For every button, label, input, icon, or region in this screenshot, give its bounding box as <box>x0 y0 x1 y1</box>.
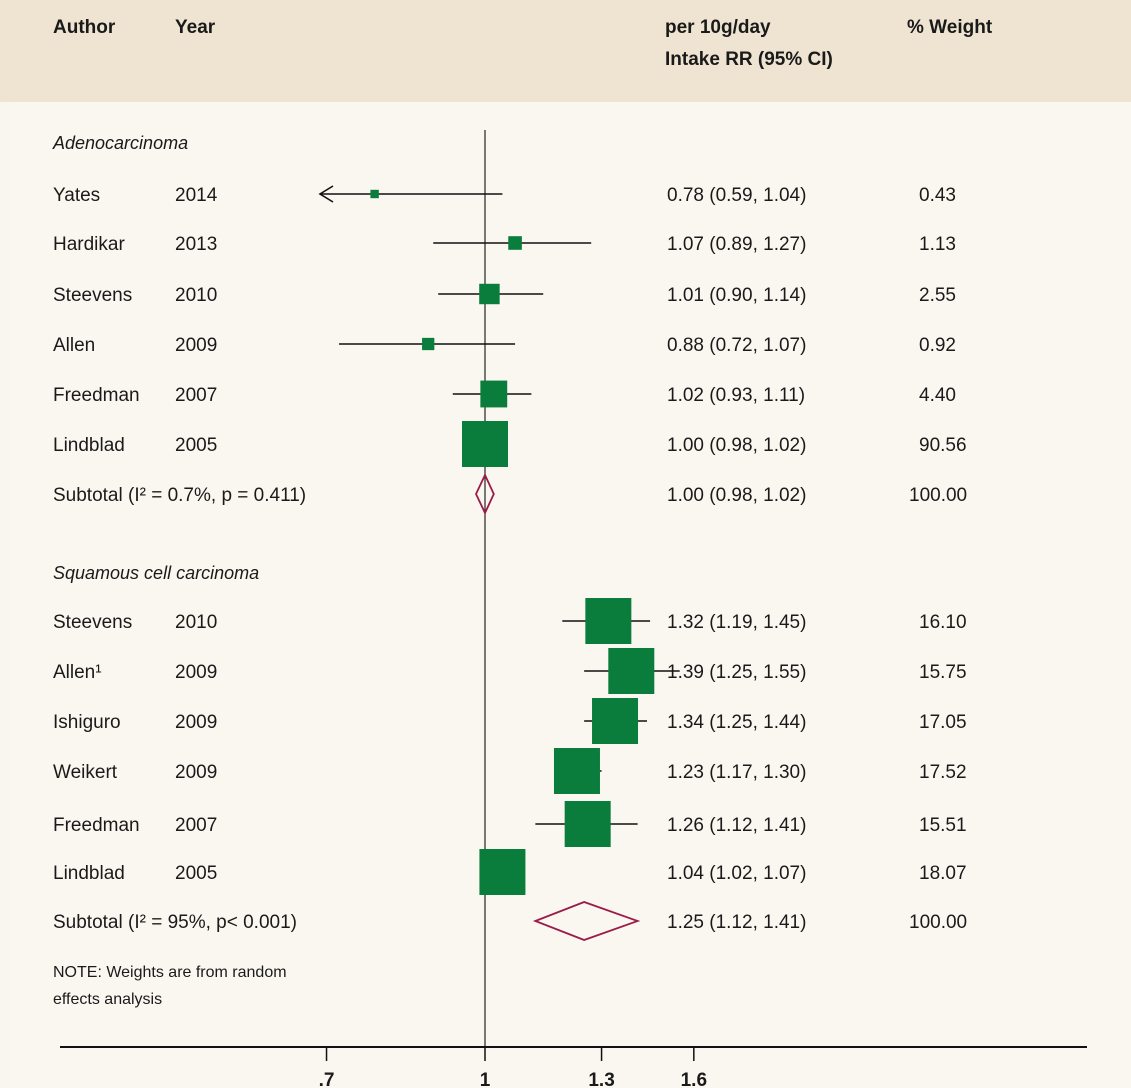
study-weight: 1.13 <box>919 234 956 255</box>
group-label: Adenocarcinoma <box>52 133 188 153</box>
study-year: 2007 <box>175 815 217 836</box>
study-year: 2014 <box>175 185 218 206</box>
study-year: 2005 <box>175 435 217 456</box>
study-ci: 0.88 (0.72, 1.07) <box>667 335 806 356</box>
study-year: 2007 <box>175 385 217 406</box>
study-weight: 4.40 <box>919 385 956 406</box>
study-author: Ishiguro <box>53 712 121 733</box>
x-axis-tick-label: 1.3 <box>588 1070 614 1088</box>
study-author: Allen <box>53 335 95 356</box>
subtotal-weight: 100.00 <box>909 912 967 933</box>
study-year: 2013 <box>175 234 217 255</box>
subtotal-ci: 1.25 (1.12, 1.41) <box>667 912 806 933</box>
study-weight: 15.51 <box>919 815 967 836</box>
ci-clip-arrow <box>318 185 334 203</box>
subtotal-ci: 1.00 (0.98, 1.02) <box>667 485 806 506</box>
study-author: Weikert <box>53 762 118 783</box>
x-axis-tick-label: 1.6 <box>681 1070 707 1088</box>
study-author: Hardikar <box>53 234 125 255</box>
study-weight-box <box>479 283 500 305</box>
study-weight-box <box>608 648 655 694</box>
study-ci: 1.01 (0.90, 1.14) <box>667 285 806 306</box>
study-ci: 0.78 (0.59, 1.04) <box>667 185 806 206</box>
study-ci: 1.39 (1.25, 1.55) <box>667 662 806 683</box>
study-weight-box <box>370 189 379 199</box>
study-weight-box <box>508 236 522 250</box>
study-year: 2009 <box>175 335 217 356</box>
study-weight-box <box>592 698 639 744</box>
study-weight-box <box>564 801 611 847</box>
study-weight-box <box>585 598 632 644</box>
study-author: Allen¹ <box>53 662 102 683</box>
pooled-estimate-diamond <box>532 901 641 941</box>
study-year: 2005 <box>175 863 217 884</box>
study-weight-box <box>553 748 600 794</box>
study-year: 2010 <box>175 612 217 633</box>
study-author: Yates <box>53 185 100 206</box>
year-column-header: Year <box>175 17 216 38</box>
study-ci: 1.34 (1.25, 1.44) <box>667 712 806 733</box>
study-author: Lindblad <box>53 435 125 456</box>
study-weight: 90.56 <box>919 435 967 456</box>
study-ci: 1.26 (1.12, 1.41) <box>667 815 806 836</box>
study-year: 2010 <box>175 285 217 306</box>
subtotal-label: Subtotal (I² = 0.7%, p = 0.411) <box>53 485 306 506</box>
study-author: Steevens <box>53 285 132 306</box>
pooled-estimate-diamond <box>475 472 495 516</box>
study-ci: 1.04 (1.02, 1.07) <box>667 863 806 884</box>
group-label: Squamous cell carcinoma <box>53 563 259 583</box>
study-weight: 15.75 <box>919 662 967 683</box>
study-ci: 1.00 (0.98, 1.02) <box>667 435 806 456</box>
estimate-header-line1: per 10g/day <box>665 17 771 38</box>
study-weight: 18.07 <box>919 863 967 884</box>
study-weight: 0.43 <box>919 185 956 206</box>
study-author: Freedman <box>53 385 140 406</box>
study-weight: 17.05 <box>919 712 967 733</box>
x-axis-tick-label: 1 <box>480 1070 491 1088</box>
study-ci: 1.32 (1.19, 1.45) <box>667 612 806 633</box>
study-year: 2009 <box>175 762 217 783</box>
study-author: Freedman <box>53 815 140 836</box>
subtotal-weight: 100.00 <box>909 485 967 506</box>
study-author: Lindblad <box>53 863 125 884</box>
study-weight: 16.10 <box>919 612 967 633</box>
note-line-2: effects analysis <box>53 991 162 1008</box>
subtotal-label: Subtotal (I² = 95%, p< 0.001) <box>53 912 297 933</box>
study-weight: 2.55 <box>919 285 956 306</box>
study-weight: 0.92 <box>919 335 956 356</box>
study-ci: 1.02 (0.93, 1.11) <box>667 385 805 406</box>
study-weight-box <box>480 380 508 408</box>
study-weight-box <box>462 421 508 467</box>
study-author: Steevens <box>53 612 132 633</box>
study-weight-box <box>422 337 435 351</box>
study-ci: 1.23 (1.17, 1.30) <box>667 762 806 783</box>
weight-column-header: % Weight <box>907 17 993 38</box>
study-year: 2009 <box>175 662 217 683</box>
study-year: 2009 <box>175 712 217 733</box>
study-ci: 1.07 (0.89, 1.27) <box>667 234 806 255</box>
plot-panel <box>10 102 1131 1088</box>
estimate-header-line2: Intake RR (95% CI) <box>665 49 833 70</box>
study-weight-box <box>479 849 526 895</box>
study-weight: 17.52 <box>919 762 967 783</box>
author-column-header: Author <box>53 17 116 38</box>
x-axis-tick-label: .7 <box>319 1070 335 1088</box>
note-line-1: NOTE: Weights are from random <box>53 964 287 981</box>
table-header: Author Year per 10g/day Intake RR (95% C… <box>0 0 1131 102</box>
